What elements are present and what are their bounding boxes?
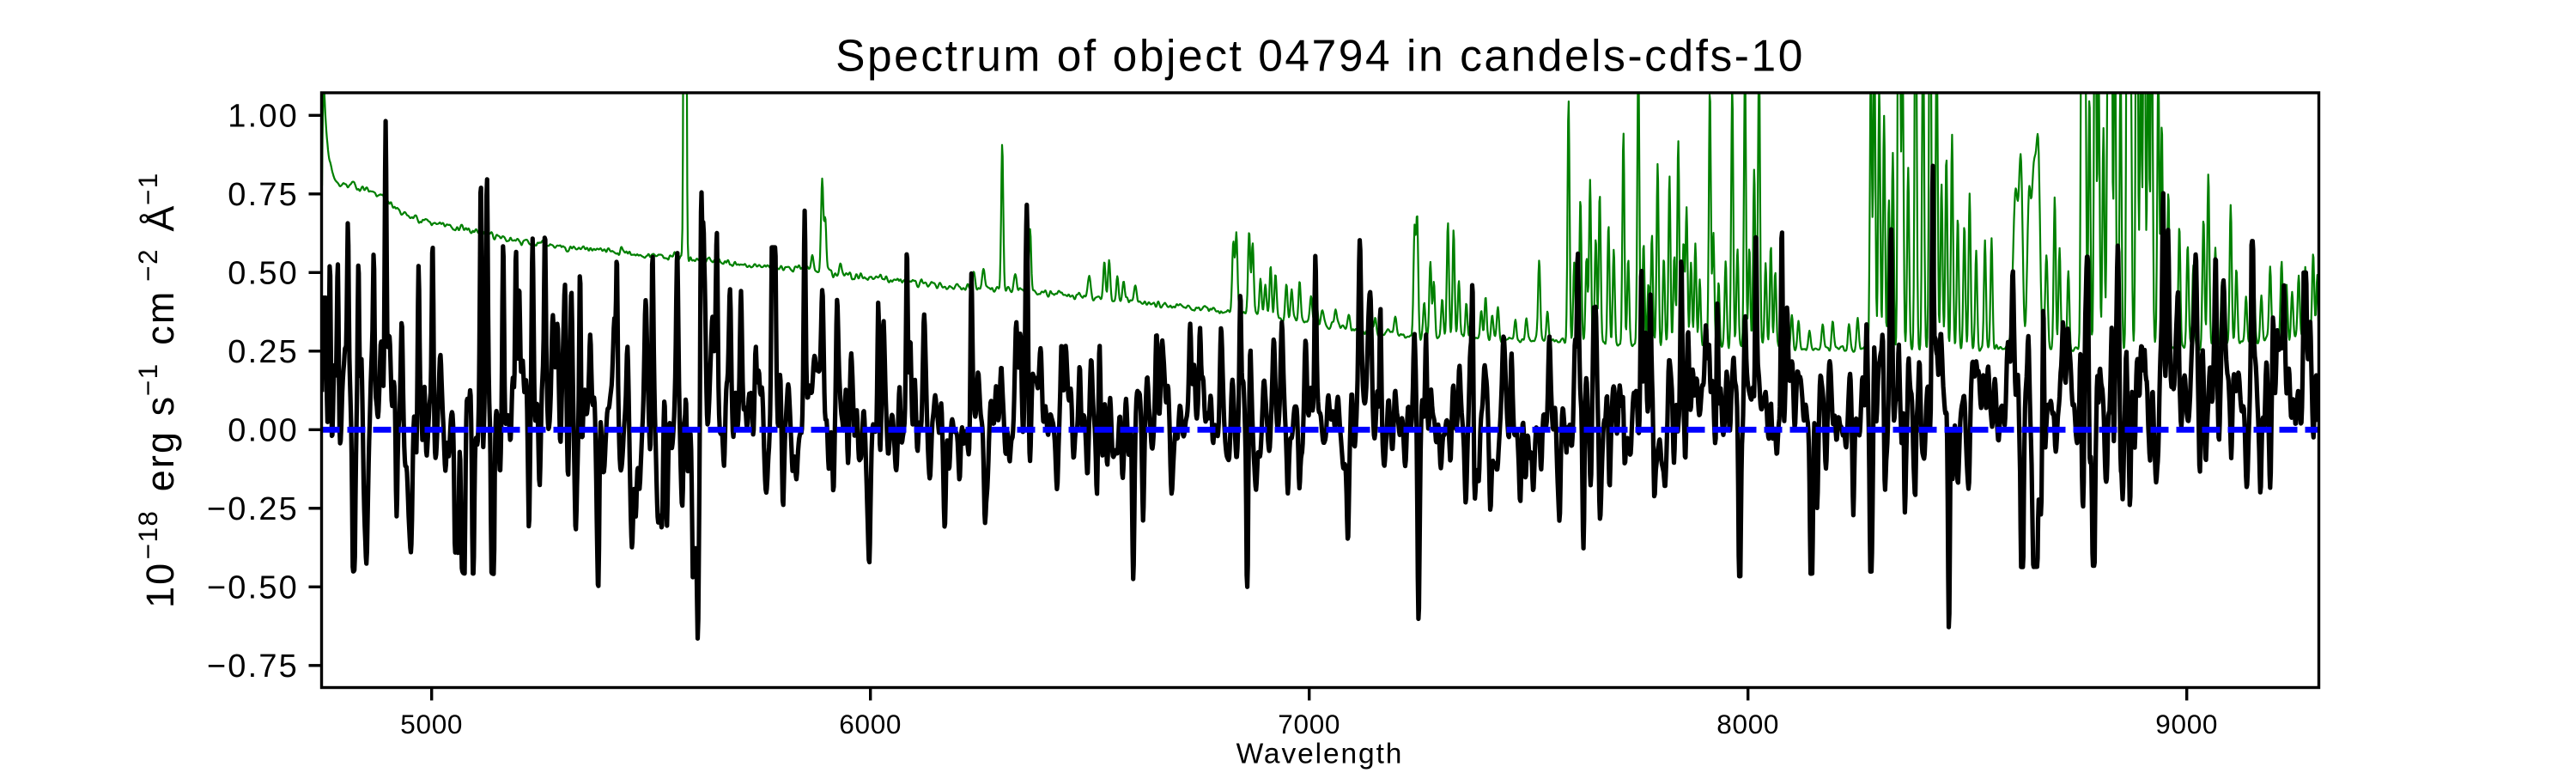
svg-text:9000: 9000 bbox=[2155, 709, 2218, 740]
svg-text:6000: 6000 bbox=[839, 709, 902, 740]
svg-text:−0.50: −0.50 bbox=[207, 569, 299, 606]
svg-text:0.00: 0.00 bbox=[228, 412, 299, 448]
svg-text:5000: 5000 bbox=[400, 709, 463, 740]
svg-text:Spectrum of object 04794 in ca: Spectrum of object 04794 in candels-cdfs… bbox=[835, 31, 1805, 81]
svg-text:−0.25: −0.25 bbox=[207, 491, 299, 527]
svg-text:Wavelength: Wavelength bbox=[1236, 739, 1404, 770]
svg-text:0.25: 0.25 bbox=[228, 334, 299, 370]
svg-text:−0.75: −0.75 bbox=[207, 648, 299, 685]
svg-text:0.75: 0.75 bbox=[228, 177, 299, 213]
svg-text:1.00: 1.00 bbox=[228, 98, 299, 134]
svg-text:7000: 7000 bbox=[1278, 709, 1340, 740]
svg-text:10−18ergs−1cm−2Å−1: 10−18ergs−1cm−2Å−1 bbox=[132, 172, 182, 608]
svg-text:8000: 8000 bbox=[1716, 709, 1779, 740]
svg-text:0.50: 0.50 bbox=[228, 255, 299, 291]
